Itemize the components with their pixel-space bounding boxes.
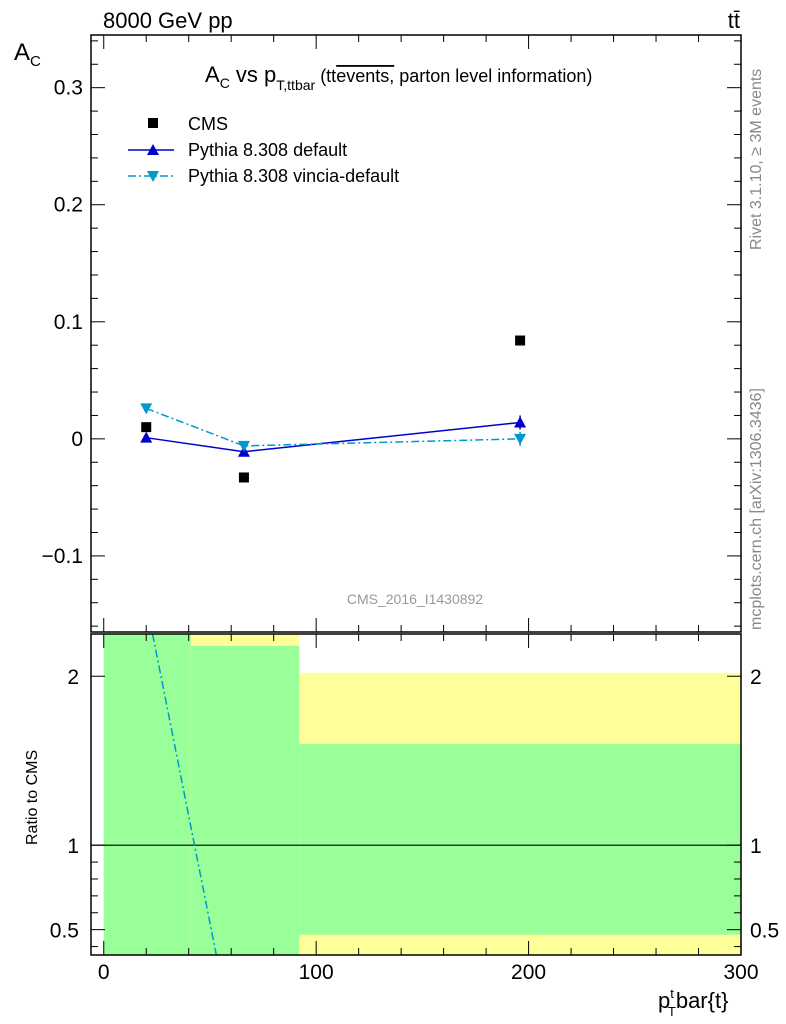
xaxis-label: pt Tbar{t} bbox=[658, 986, 728, 1019]
ratio-ytick-label-left: 2 bbox=[67, 666, 79, 689]
main-ylabel-sub: C bbox=[30, 53, 41, 70]
xlabel-p: p bbox=[658, 988, 670, 1013]
cms-point bbox=[515, 335, 526, 346]
ratio-ytick-label-left: 0.5 bbox=[50, 920, 79, 943]
rivet-label: Rivet 3.1.10, ≥ 3M events bbox=[748, 69, 765, 250]
process-label: tt̄ bbox=[728, 8, 740, 33]
ratio-ytick-label-right: 2 bbox=[750, 666, 762, 689]
main-ticks bbox=[91, 35, 742, 632]
ratio-xtick-labels: 0 100 200 300 bbox=[98, 961, 759, 984]
chart-title: AC vs pT,ttbar (ttevents, parton level i… bbox=[205, 62, 592, 93]
legend-cms-label: CMS bbox=[188, 114, 228, 134]
default-series-line bbox=[146, 421, 521, 453]
ratio-ytick-label-right: 0.5 bbox=[750, 920, 779, 943]
legend-vincia-marker bbox=[147, 171, 159, 182]
main-ytick-label: 0.3 bbox=[54, 77, 83, 100]
vincia-point bbox=[140, 403, 153, 415]
ratio-xtick-label: 300 bbox=[723, 961, 758, 984]
vincia-point bbox=[514, 433, 527, 445]
default-point bbox=[514, 416, 527, 428]
main-ylabel-main: A bbox=[14, 39, 30, 66]
main-frame bbox=[90, 34, 742, 633]
title-a-sub: C bbox=[220, 75, 230, 91]
ratio-ticks bbox=[91, 634, 742, 955]
title-a: A bbox=[205, 62, 220, 87]
vincia-point bbox=[237, 440, 250, 452]
ratio-panel: 0.5 0.5 1 1 2 2 0 100 200 300 Ratio to CMS pt Tba… bbox=[24, 633, 779, 1019]
ratio-vincia-line bbox=[151, 634, 218, 955]
ratio-xtick-label: 0 bbox=[98, 961, 110, 984]
analysis-id: CMS_2016_I1430892 bbox=[347, 591, 483, 607]
legend: CMS Pythia 8.308 default Pythia 8.308 vi… bbox=[128, 114, 399, 186]
mcplots-label: mcplots.cern.ch [arXiv:1306.3436] bbox=[748, 388, 765, 630]
legend-default-marker bbox=[147, 144, 159, 155]
main-ytick-labels: −0.1 0 0.1 0.2 0.3 bbox=[42, 77, 83, 568]
ratio-bands bbox=[103, 634, 741, 955]
main-ytick-label: 0.1 bbox=[54, 311, 83, 334]
ratio-xtick-label: 100 bbox=[299, 961, 334, 984]
ratio-ytick-labels: 0.5 0.5 1 1 2 2 bbox=[50, 666, 779, 942]
ratio-ytick-label-left: 1 bbox=[67, 835, 79, 858]
ratio-ytick-label-right: 1 bbox=[750, 835, 762, 858]
ratio-xtick-label: 200 bbox=[511, 961, 546, 984]
main-ytick-label: −0.1 bbox=[42, 545, 83, 568]
default-point bbox=[140, 431, 153, 443]
ratio-frame bbox=[90, 633, 742, 956]
main-data bbox=[140, 335, 527, 483]
ratio-band-inner bbox=[103, 634, 191, 955]
main-ytick-label: 0.2 bbox=[54, 194, 83, 217]
xlabel-rest: bar{t} bbox=[676, 988, 729, 1013]
title-vs: vs p bbox=[230, 62, 276, 87]
cms-point bbox=[238, 472, 249, 483]
legend-vincia-label: Pythia 8.308 vincia-default bbox=[188, 166, 399, 186]
main-panel: −0.100.10.20.3 AC AC vs pT,ttbar (tteven… bbox=[14, 34, 742, 633]
legend-cms-marker bbox=[148, 118, 158, 128]
legend-default-label: Pythia 8.308 default bbox=[188, 140, 347, 160]
main-ylabel: AC bbox=[14, 39, 41, 70]
main-ytick-label: 0 bbox=[71, 428, 83, 451]
ratio-data bbox=[91, 634, 741, 955]
title-rest: parton level information) bbox=[394, 66, 592, 86]
ratio-band-inner bbox=[190, 645, 300, 955]
cms-point bbox=[141, 422, 152, 433]
xlabel-sub: T bbox=[668, 1004, 676, 1019]
energy-label: 8000 GeV pp bbox=[103, 8, 233, 33]
ratio-ylabel: Ratio to CMS bbox=[24, 750, 41, 845]
title-p-sub: T,ttbar bbox=[276, 77, 315, 93]
title-overline: events, bbox=[336, 66, 394, 86]
xlabel-sup: t bbox=[670, 986, 674, 1001]
vincia-series-line bbox=[145, 407, 521, 447]
ratio-band-inner bbox=[299, 743, 741, 935]
title-paren: (tt bbox=[315, 66, 336, 86]
